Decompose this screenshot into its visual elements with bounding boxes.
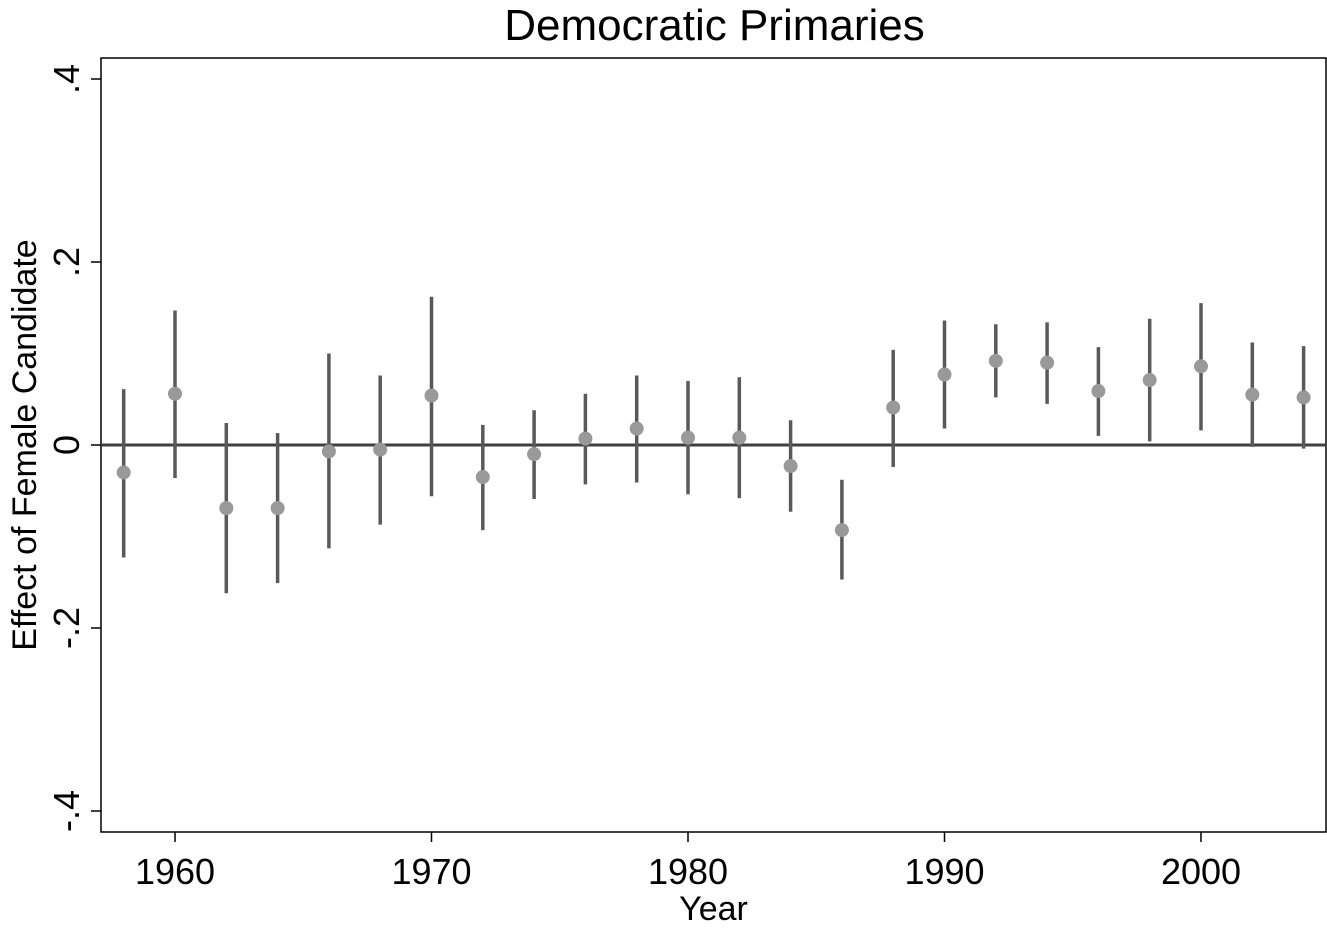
point-estimate (629, 421, 644, 436)
point-estimate (1040, 355, 1055, 370)
point-estimates (116, 353, 1311, 538)
point-estimate (321, 444, 336, 459)
point-estimate (424, 388, 439, 403)
point-estimate (1194, 359, 1208, 374)
point-estimate (886, 400, 901, 415)
point-estimate (168, 386, 182, 401)
x-tick-label: 2000 (1161, 851, 1241, 892)
y-tick-label: .4 (46, 64, 87, 94)
point-estimate (1296, 390, 1311, 405)
x-tick-label: 1970 (391, 851, 471, 892)
y-axis: -.4 -.2 0 .2 .4 (46, 64, 101, 832)
chart-title: Democratic Primaries (504, 1, 925, 50)
point-estimate (527, 447, 542, 462)
point-estimate (270, 501, 285, 516)
point-estimate (937, 367, 952, 382)
point-estimate (1091, 384, 1106, 399)
point-estimate (373, 442, 388, 457)
x-tick-label: 1960 (135, 851, 215, 892)
point-estimate (475, 470, 490, 485)
x-axis: 1960 1970 1980 1990 2000 (135, 832, 1241, 892)
point-estimate (1142, 373, 1157, 388)
x-tick-label: 1980 (648, 851, 728, 892)
point-estimate (783, 459, 798, 474)
point-estimate (578, 431, 593, 446)
point-estimate (219, 501, 234, 516)
x-axis-title: Year (679, 890, 748, 924)
point-estimate (732, 430, 747, 445)
y-tick-label: -.2 (46, 607, 87, 649)
point-estimate (681, 430, 695, 445)
y-tick-label: -.4 (46, 790, 87, 832)
point-estimate (988, 353, 1003, 368)
x-tick-label: 1990 (904, 851, 984, 892)
point-estimate (116, 465, 131, 480)
y-tick-label: .2 (46, 247, 87, 277)
point-estimate (1245, 387, 1260, 402)
point-estimate (834, 523, 849, 538)
y-tick-label: 0 (46, 435, 87, 455)
y-axis-title: Effect of Female Candidate (6, 239, 44, 650)
